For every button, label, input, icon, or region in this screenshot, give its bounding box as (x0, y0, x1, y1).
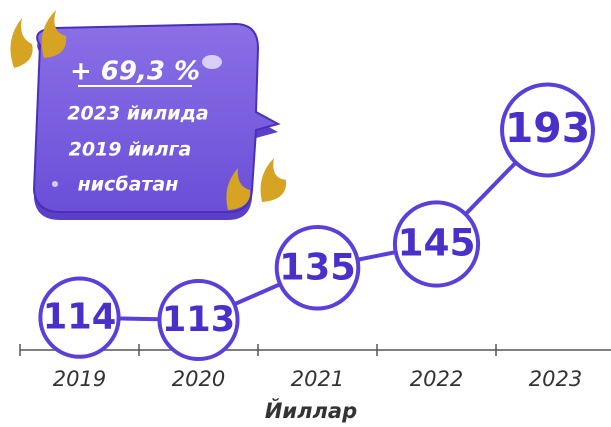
value-label: 135 (279, 245, 356, 288)
x-tick-label: 2019 (53, 367, 106, 391)
x-tick-label: 2022 (410, 367, 463, 391)
value-label: 114 (43, 297, 116, 338)
annotation-line: 2019 йилга (69, 139, 192, 161)
x-tick-label: 2020 (172, 367, 225, 391)
value-label: 145 (397, 221, 475, 265)
x-tick-label: 2021 (291, 367, 344, 391)
x-axis-title: Йиллар (265, 398, 357, 423)
annotation-line: нисбатан (78, 174, 179, 196)
annotation-line: 2023 йилида (67, 103, 209, 125)
x-tick-label: 2023 (529, 367, 582, 391)
value-label: 193 (505, 104, 590, 152)
annotation-change: + 69,3 % (70, 57, 200, 87)
chart: + 69,3 % 2023 йилида 2019 йилга нисбатан… (0, 0, 611, 427)
value-label: 113 (162, 299, 235, 340)
